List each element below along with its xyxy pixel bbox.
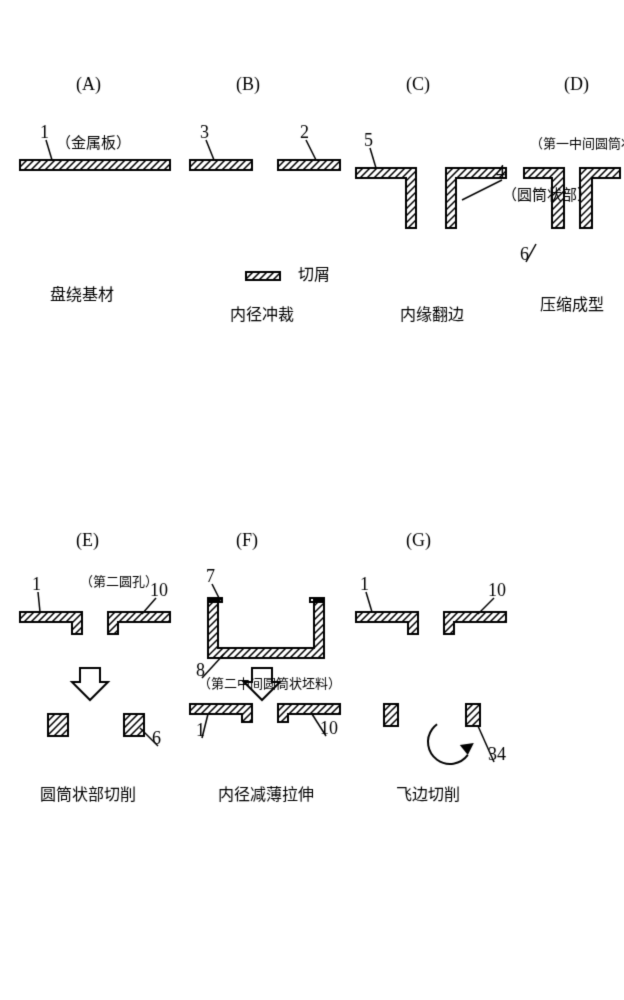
diagram-canvas [0, 0, 624, 1000]
